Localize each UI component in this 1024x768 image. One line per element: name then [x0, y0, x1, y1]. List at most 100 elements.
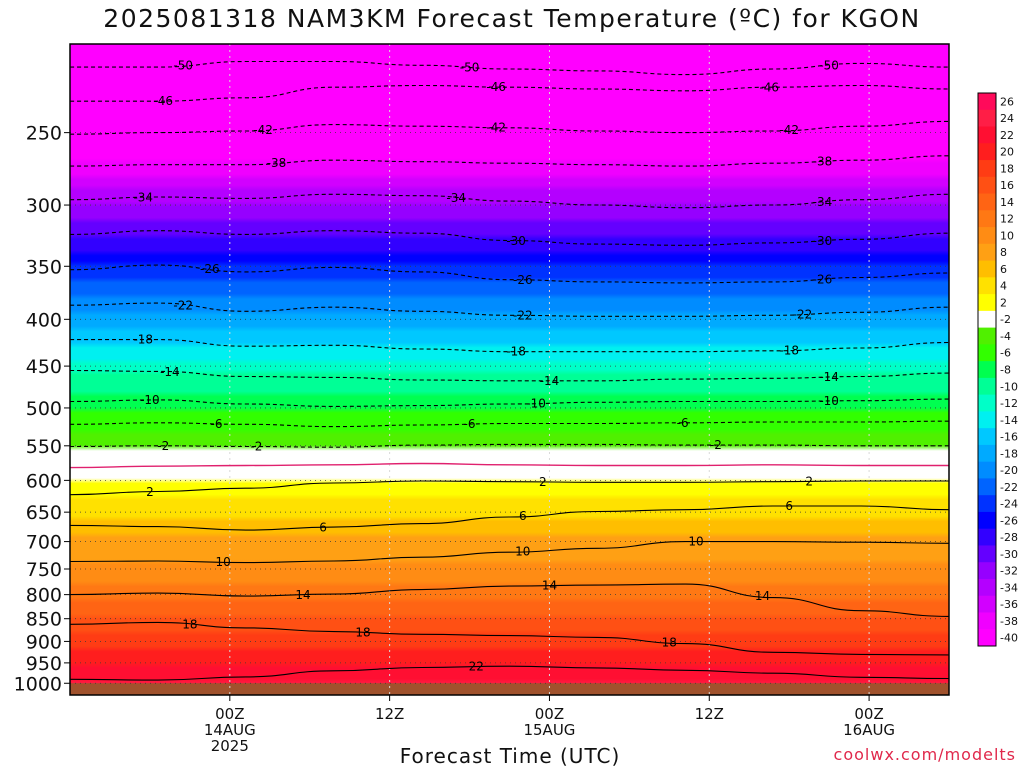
- ground-fill: [70, 683, 949, 695]
- colorbar-swatch: [978, 394, 996, 412]
- y-tick-label: 850: [26, 609, 62, 631]
- contour-label: -18: [133, 333, 153, 347]
- x-tick-label: 14AUG: [204, 721, 256, 739]
- contour-labels: -50 -50 -50 -46 -46 -46 -42 -42 -42 -38 -38 -34 -34 -…: [133, 58, 838, 673]
- contour-label: -46: [486, 80, 506, 94]
- contour-label: 2: [805, 474, 813, 488]
- colorbar-frame: [977, 92, 997, 647]
- contour-label: -22: [173, 298, 193, 312]
- y-tick-label: 800: [26, 585, 62, 607]
- colorbar-swatch: [978, 511, 996, 530]
- colorbar-swatch: [978, 562, 996, 580]
- contour-label: -30: [813, 234, 833, 248]
- colorbar-label: 22: [1000, 129, 1014, 142]
- colorbar-label: -14: [1000, 414, 1018, 427]
- x-tick-label: 15AUG: [523, 721, 575, 739]
- contour-label: 10: [515, 545, 530, 559]
- contour-label: -50: [173, 59, 193, 73]
- colorbar-label: 4: [1000, 280, 1007, 293]
- contour-label: -34: [133, 190, 153, 204]
- colorbar-swatch: [978, 629, 996, 647]
- colorbar-swatch: [978, 411, 996, 429]
- colorbar-label: -32: [1000, 565, 1018, 578]
- y-tick-label: 550: [26, 436, 62, 458]
- colorbar-label: -16: [1000, 431, 1018, 444]
- colorbar-label: 18: [1000, 162, 1014, 175]
- contour-label: -42: [253, 123, 273, 137]
- x-tick-label: 00Z: [854, 705, 883, 723]
- colorbar-label: -38: [1000, 615, 1018, 628]
- colorbar-label: -24: [1000, 498, 1018, 511]
- contour-line: [70, 541, 949, 564]
- colorbar-swatch: [978, 361, 996, 379]
- colorbar-swatch: [978, 93, 996, 111]
- colorbar-label: -26: [1000, 514, 1018, 527]
- credit-link[interactable]: coolwx.com/modelts: [833, 745, 1016, 764]
- contour-label: -2: [250, 440, 262, 454]
- colorbar-swatch: [978, 495, 996, 513]
- colorbar-swatch: [978, 294, 996, 312]
- colorbar-swatch: [978, 444, 996, 463]
- colorbar-swatch: [978, 327, 996, 345]
- chart-title: 2025081318 NAM3KM Forecast Temperature (…: [103, 4, 921, 33]
- colorbar-label: -10: [1000, 380, 1018, 393]
- colorbar-swatch: [978, 528, 996, 546]
- y-tick-label: 700: [26, 532, 62, 554]
- colorbar-label: -18: [1000, 447, 1018, 460]
- colorbar-swatch: [978, 545, 996, 563]
- colorbar-swatch: [978, 428, 996, 446]
- colorbar-swatch: [978, 176, 996, 195]
- x-tick-label: 00Z: [215, 705, 244, 723]
- y-tick-label: 600: [26, 470, 62, 492]
- colorbar-label: -6: [1000, 347, 1011, 360]
- colorbar-swatch: [978, 193, 996, 211]
- contour-label: -26: [813, 272, 833, 286]
- contour-label: -14: [819, 370, 839, 384]
- contour-label: -34: [813, 195, 833, 209]
- contour-label: -18: [506, 345, 526, 359]
- y-tick-label: 900: [26, 631, 62, 653]
- colorbar-swatch: [978, 210, 996, 228]
- colorbar-swatch: [978, 612, 996, 630]
- x-tick-label: 12Z: [375, 705, 404, 723]
- contour-label: 6: [319, 521, 327, 535]
- contour-label: -26: [200, 262, 220, 276]
- colorbar-swatch: [978, 277, 996, 295]
- contour-label: -10: [819, 394, 839, 408]
- colorbar-label: -2: [1000, 313, 1011, 326]
- x-tick-label: 00Z: [535, 705, 564, 723]
- colorbar-swatch: [978, 260, 996, 278]
- y-tick-label: 400: [26, 309, 62, 331]
- colorbar-swatch: [978, 578, 996, 597]
- contour-label: 18: [355, 625, 370, 639]
- contour-label: 6: [785, 499, 793, 513]
- contour-label: 6: [519, 509, 527, 523]
- colorbar-label: 8: [1000, 246, 1007, 259]
- contour-label: -10: [140, 393, 160, 407]
- contour-line: [70, 583, 949, 617]
- contour-label: -38: [267, 156, 287, 170]
- contour-label: 10: [688, 535, 703, 549]
- contour-label: 14: [542, 579, 557, 593]
- colorbar-label: 6: [1000, 263, 1007, 276]
- colorbar-label: -28: [1000, 531, 1018, 544]
- colorbar-label: -40: [1000, 632, 1018, 645]
- contour-label: -6: [211, 417, 223, 431]
- y-tick-label: 650: [26, 502, 62, 524]
- colorbar-swatch: [978, 377, 996, 396]
- contour-label: -14: [540, 374, 560, 388]
- contour-line: [70, 505, 949, 531]
- contour-label: 2: [146, 485, 154, 499]
- contour-label: -26: [513, 273, 533, 287]
- y-tick-label: 300: [26, 195, 62, 217]
- colorbar-swatch: [978, 310, 996, 329]
- x-tick-label: 12Z: [695, 705, 724, 723]
- colorbar-legend: 26 24 22 20 18 16 14 12 10 8 6 4 2 -2 -4 -6 -8 -10 -12 -14 -…: [977, 92, 1018, 647]
- y-tick-label: 1000: [14, 673, 62, 695]
- x-tick-label: 2025: [211, 737, 249, 755]
- contour-label: -2: [710, 438, 722, 452]
- contour-label: -2: [157, 439, 169, 453]
- colorbar-label: -30: [1000, 548, 1018, 561]
- contour-label: -50: [460, 60, 480, 74]
- colorbar-swatch: [978, 461, 996, 479]
